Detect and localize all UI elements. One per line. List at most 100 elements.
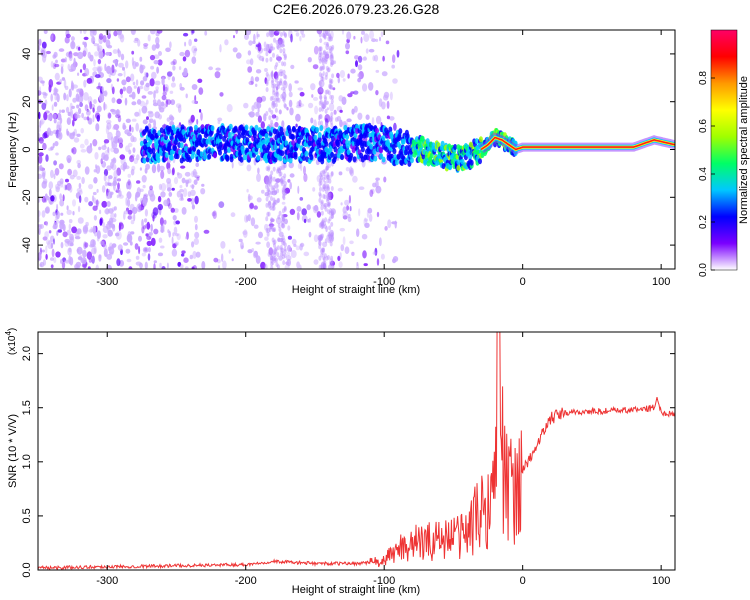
spectrogram-band-cell [324,168,328,174]
spectrogram-noise-cell [150,65,155,70]
spectrogram-band-cell [280,71,284,77]
spectrogram-noise-cell [84,68,90,77]
spectrogram-noise-cell [155,86,159,91]
spectrogram-noise-cell [53,118,57,124]
spectrogram-noise-cell [83,30,87,35]
spectrogram-noise-cell [344,199,350,206]
spectrogram-band-cell [268,115,272,121]
spectrogram-band-cell [327,36,331,42]
spectrogram-noise-cell [273,30,280,36]
spectrogram-noise-cell [44,110,50,114]
spectrogram-band-cell [268,107,272,113]
spectrogram-band-cell [270,185,274,191]
spectrogram-band-cell [324,174,327,180]
spectrogram-band-cell [272,87,276,93]
spectrogram-noise-cell [118,62,124,68]
spectrogram-signal-cell [345,133,350,140]
spectrogram-noise-cell [179,51,185,57]
spectrogram-signal-cell [288,157,293,164]
spectrogram-noise-cell [296,101,301,107]
spectrogram-noise-cell [257,115,262,123]
spectrogram-band-cell [281,41,285,46]
spectrogram-band-cell [330,237,333,243]
spectrogram-signal-cell [331,135,335,142]
spectrogram-band-cell [319,66,323,72]
spectrogram-noise-cell [84,166,90,175]
spectrogram-noise-cell [78,46,81,51]
spectrogram-noise-cell [178,66,182,71]
spectrogram-noise-cell [281,201,286,205]
spectrogram-noise-cell [208,66,214,71]
spectrogram-noise-cell [76,104,80,109]
spectrogram-noise-cell [102,234,108,239]
spectrogram-band-cell [325,65,329,71]
spectrogram-band-cell [268,178,272,184]
spectrogram-noise-cell [52,224,57,230]
spectrogram-noise-cell [55,186,60,193]
spectrogram-noise-cell [38,196,41,203]
spectrogram-band-cell [324,96,328,102]
spectrogram-signal-cell [398,128,403,135]
spectrogram-signal-cell [343,124,348,131]
spectrogram-band-cell [321,76,325,82]
spectrogram-noise-cell [131,50,135,55]
spectrogram-noise-cell [107,146,110,153]
spectrogram-signal-cell [366,140,371,147]
spectrogram-noise-cell [357,112,363,121]
spectrogram-noise-cell [123,210,130,215]
spectrogram-noise-cell [162,83,166,93]
spectrogram-noise-cell [104,90,108,97]
spectrogram-band-cell [327,255,330,260]
spectrogram-noise-cell [52,129,59,135]
spectrogram-band-cell [270,170,274,176]
spectrogram-noise-cell [271,114,277,119]
spectrogram-band-cell [323,34,327,40]
spectrogram-noise-cell [127,142,133,147]
spectrogram-noise-cell [121,79,127,86]
spectrogram-noise-cell [39,120,42,128]
spectrogram-band-cell [277,97,281,103]
spectrogram-noise-cell [53,173,56,180]
spectrogram-band-cell [329,80,333,86]
spectrogram-noise-cell [54,72,60,81]
spectrogram-noise-cell [256,197,262,203]
spectrogram-noise-cell [338,171,343,176]
spectrogram-noise-cell [389,116,395,121]
spectrogram-band-cell [320,264,324,269]
spectrogram-noise-cell [345,42,350,50]
spectrogram-band-cell [270,217,274,223]
spectrogram-signal-cell [256,154,261,161]
spectrogram-noise-cell [59,178,64,185]
spectrogram-noise-cell [132,81,136,86]
spectrogram-noise-cell [339,109,343,113]
spectrogram-band-cell [265,57,269,63]
spectrogram-signal-cell [478,136,483,143]
spectrogram-noise-cell [71,105,75,109]
spectrogram-signal-cell [349,152,354,159]
spectrogram-y-tick-label: -40 [21,237,33,253]
spectrogram-band-cell [273,37,276,43]
spectrogram-noise-cell [368,213,373,222]
spectrogram-band-cell [280,181,284,186]
spectrogram-signal-cell [315,126,320,133]
spectrogram-band-cell [327,209,330,215]
spectrogram-noise-cell [291,238,297,245]
spectrogram-noise-cell [157,59,163,66]
spectrogram-noise-cell [213,257,219,263]
spectrogram-noise-cell [120,94,123,99]
spectrogram-band-cell [330,255,334,261]
spectrogram-band-cell [328,83,332,89]
spectrogram-band-cell [273,227,277,233]
spectrogram-signal-cell [468,141,473,148]
spectrogram-noise-cell [171,76,175,82]
spectrogram-noise-cell [177,261,182,267]
spectrogram-noise-cell [351,108,355,115]
spectrogram-band-cell [281,240,285,246]
spectrogram-noise-cell [77,162,81,169]
spectrogram-noise-cell [146,221,151,230]
spectrogram-signal-cell [379,153,384,159]
spectrogram-noise-cell [38,228,41,235]
spectrogram-noise-cell [177,104,182,114]
spectrogram-noise-cell [350,91,355,95]
spectrogram-noise-cell [107,175,110,183]
